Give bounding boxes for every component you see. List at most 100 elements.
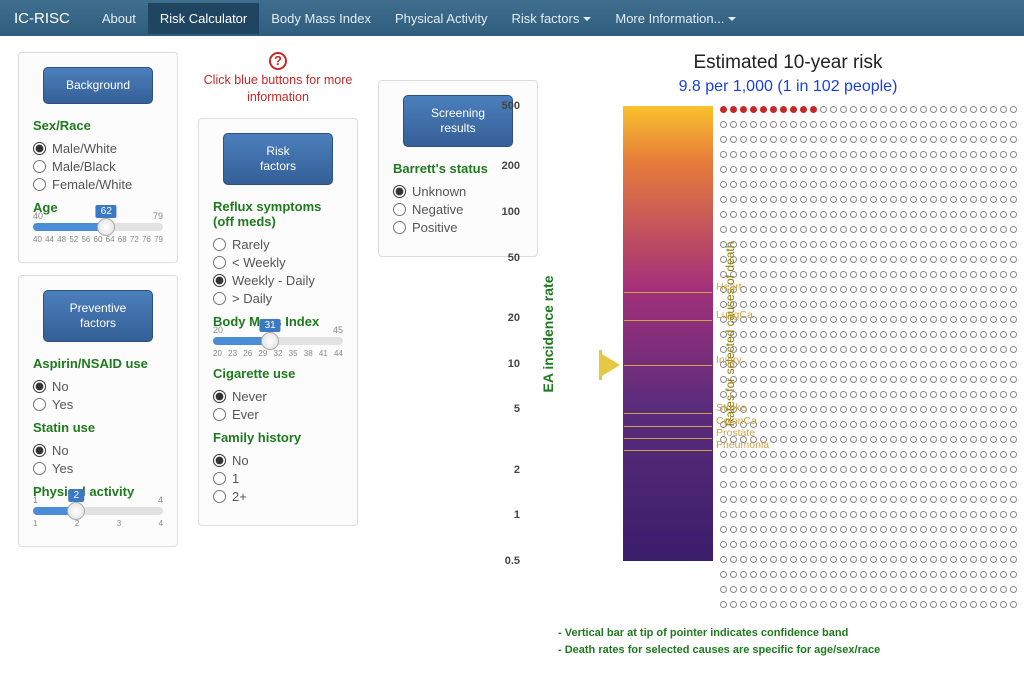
barrett-radio[interactable] [393,185,406,198]
risk-button[interactable]: Risk factors [223,133,333,185]
nav-body-mass-index[interactable]: Body Mass Index [259,3,383,34]
risk-dot [850,391,857,398]
chart-tick: 0.5 [480,555,520,567]
risk-dot [740,211,747,218]
risk-dot [830,256,837,263]
risk-dot [880,361,887,368]
risk-dot [930,571,937,578]
barrett-option[interactable]: Positive [393,220,523,235]
sex-option[interactable]: Male/White [33,141,163,156]
brand[interactable]: IC-RISC [14,2,86,35]
risk-dot [740,151,747,158]
risk-dot [750,481,757,488]
risk-dot [750,391,757,398]
age-slider[interactable]: 4079624044485256606468727679 [33,223,163,244]
risk-dot [800,136,807,143]
nav-risk-factors[interactable]: Risk factors [499,3,603,34]
reflux-radio[interactable] [213,238,226,251]
fam-radio[interactable] [213,490,226,503]
risk-dot [1010,166,1017,173]
risk-dot [910,481,917,488]
activity-slider[interactable]: 1421234 [33,507,163,528]
risk-dot [980,316,987,323]
barrett-option[interactable]: Unknown [393,184,523,199]
risk-dot [760,541,767,548]
risk-dot [850,106,857,113]
fam-option[interactable]: 2+ [213,489,343,504]
risk-dot [850,226,857,233]
risk-dot [850,271,857,278]
risk-dot [780,541,787,548]
fam-radio[interactable] [213,454,226,467]
preventive-button[interactable]: Preventive factors [43,290,153,342]
risk-dot [770,406,777,413]
barrett-radio[interactable] [393,203,406,216]
col-results: Estimated 10-year risk 9.8 per 1,000 (1 … [558,52,1018,658]
cig-radio[interactable] [213,390,226,403]
aspirin-option[interactable]: No [33,379,163,394]
statin-option[interactable]: Yes [33,461,163,476]
nav-about[interactable]: About [90,3,148,34]
risk-dot [820,511,827,518]
cig-radio[interactable] [213,408,226,421]
sex-radio[interactable] [33,178,46,191]
aspirin-radio[interactable] [33,398,46,411]
fam-radio[interactable] [213,472,226,485]
sex-radio[interactable] [33,142,46,155]
sex-option[interactable]: Female/White [33,177,163,192]
statin-option[interactable]: No [33,443,163,458]
risk-dot [840,451,847,458]
risk-dot [760,391,767,398]
barrett-radio[interactable] [393,221,406,234]
risk-dot [940,226,947,233]
risk-dot [980,556,987,563]
risk-dot [750,121,757,128]
risk-dot [750,241,757,248]
risk-dot [820,121,827,128]
fam-option[interactable]: 1 [213,471,343,486]
risk-dot [770,481,777,488]
nav-physical-activity[interactable]: Physical Activity [383,3,499,34]
statin-radio[interactable] [33,444,46,457]
cig-option[interactable]: Ever [213,407,343,422]
statin-radio[interactable] [33,462,46,475]
reflux-radio[interactable] [213,274,226,287]
nav-risk-calculator[interactable]: Risk Calculator [148,3,259,34]
background-button[interactable]: Background [43,67,153,104]
risk-dot [880,256,887,263]
reflux-option[interactable]: < Weekly [213,255,343,270]
risk-dot [1000,406,1007,413]
risk-dot [870,481,877,488]
risk-dot [970,556,977,563]
reflux-radio[interactable] [213,256,226,269]
fam-option[interactable]: No [213,453,343,468]
sex-option[interactable]: Male/Black [33,159,163,174]
risk-dot [870,166,877,173]
risk-dot [750,511,757,518]
risk-dot [850,466,857,473]
aspirin-option[interactable]: Yes [33,397,163,412]
risk-dot [770,511,777,518]
reflux-option[interactable]: > Daily [213,291,343,306]
risk-dot [920,211,927,218]
risk-dot [980,151,987,158]
risk-dot [890,211,897,218]
reflux-option[interactable]: Weekly - Daily [213,273,343,288]
cig-option[interactable]: Never [213,389,343,404]
risk-dot [940,526,947,533]
risk-dot [830,586,837,593]
risk-dot [820,526,827,533]
risk-dot [950,346,957,353]
risk-dot [900,166,907,173]
nav-more-information-[interactable]: More Information... [603,3,748,34]
aspirin-radio[interactable] [33,380,46,393]
sex-radio[interactable] [33,160,46,173]
reflux-option[interactable]: Rarely [213,237,343,252]
bmi-slider[interactable]: 204531202326293235384144 [213,337,343,358]
risk-dot [760,106,767,113]
risk-dot [880,211,887,218]
reflux-radio[interactable] [213,292,226,305]
risk-dot [870,226,877,233]
risk-dot [910,181,917,188]
risk-dot [1000,286,1007,293]
